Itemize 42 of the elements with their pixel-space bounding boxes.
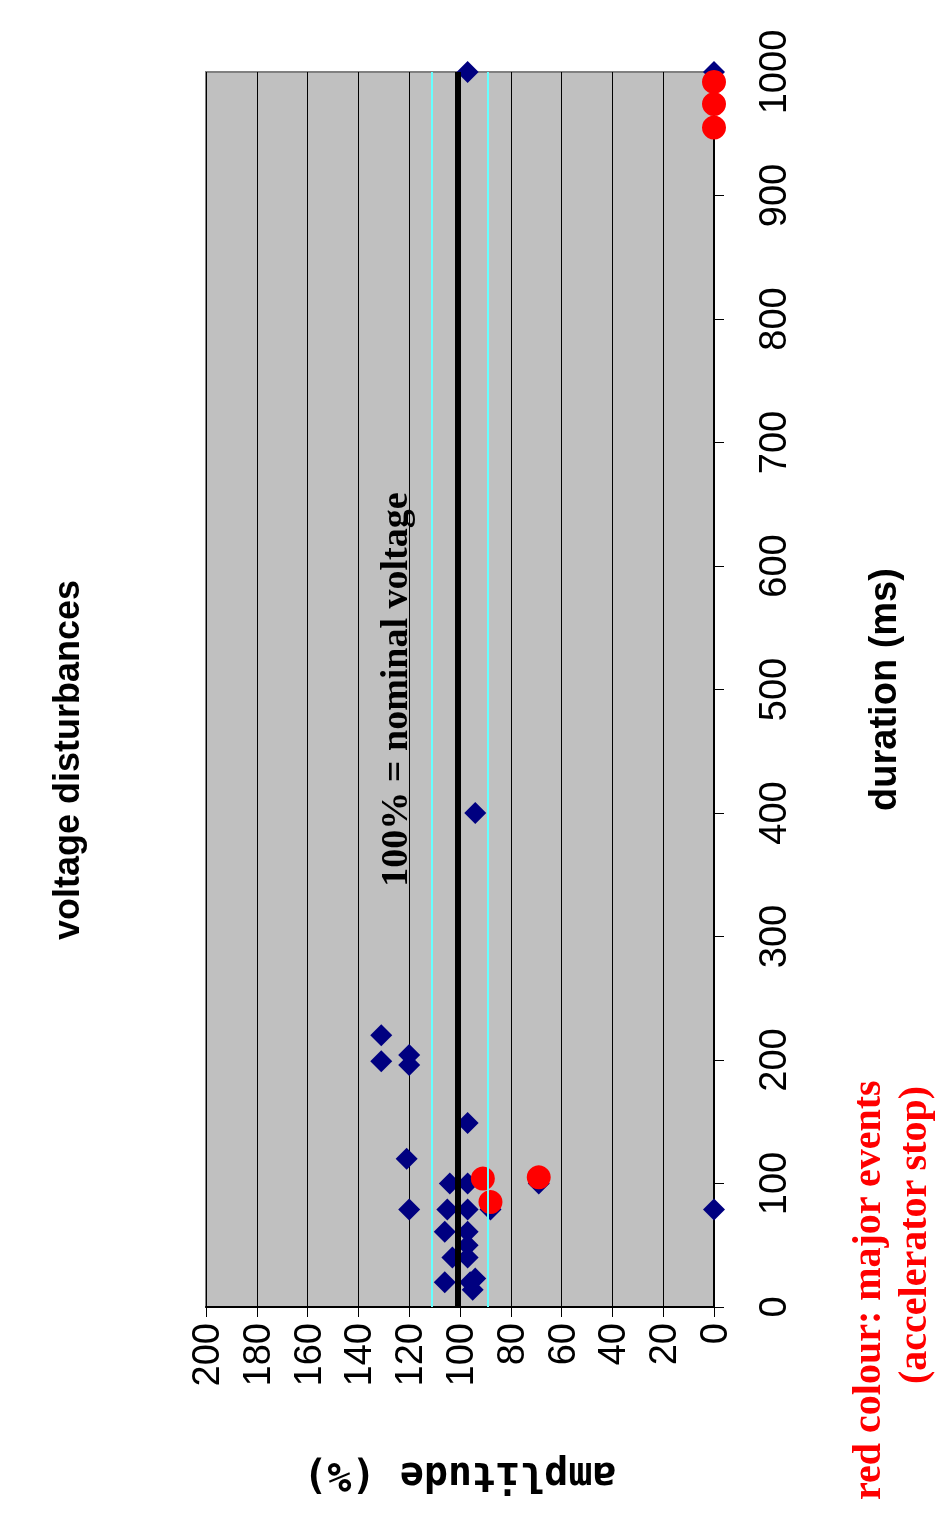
y-tick-label: 1000 — [752, 29, 794, 115]
x-tick-label: 60 — [540, 1323, 583, 1366]
point — [433, 1271, 456, 1294]
text: red colour: major events — [843, 1080, 889, 1500]
y-tick-label: 300 — [752, 904, 794, 969]
point — [702, 92, 726, 117]
point — [464, 802, 487, 824]
x-tick-label: 20 — [642, 1323, 685, 1366]
x-axis-title: amplitude (%) — [303, 1454, 617, 1500]
ref-line-label: 100% = nominal voltage — [373, 492, 416, 887]
x-tick-label: 180 — [235, 1323, 278, 1387]
point — [703, 1198, 725, 1221]
text: (accelerator stop) — [889, 1085, 935, 1385]
x-tick-label: 80 — [489, 1323, 532, 1366]
x-tick-label: 200 — [185, 1323, 227, 1387]
x-tick-label: 100 — [439, 1323, 481, 1387]
point — [702, 69, 726, 94]
point — [702, 115, 726, 140]
y-tick-label: 200 — [752, 1028, 794, 1092]
point — [370, 1050, 393, 1073]
x-tick-label: 0 — [693, 1323, 735, 1345]
point — [398, 1198, 421, 1221]
y-tick-label: 100 — [752, 1151, 794, 1216]
point — [526, 1165, 551, 1190]
x-tick-label: 140 — [337, 1323, 380, 1387]
y-tick-label: 400 — [752, 781, 794, 845]
y-tick-label: 900 — [752, 163, 794, 228]
point — [456, 61, 479, 83]
y-tick-label: 500 — [752, 657, 794, 722]
point — [470, 1166, 495, 1191]
text: voltage disturbances — [45, 579, 87, 941]
x-tick-label: 120 — [388, 1323, 431, 1387]
y-tick-label: 700 — [752, 410, 794, 475]
x-tick-label: 160 — [286, 1323, 329, 1387]
y-tick-label: 800 — [752, 287, 794, 351]
y-axis-title: duration (ms) — [862, 568, 904, 811]
y-tick-label: 600 — [752, 534, 794, 598]
point — [370, 1024, 393, 1047]
point — [433, 1220, 456, 1243]
point — [395, 1147, 418, 1170]
y-tick-label: 0 — [752, 1296, 794, 1318]
x-tick-label: 40 — [591, 1323, 634, 1366]
